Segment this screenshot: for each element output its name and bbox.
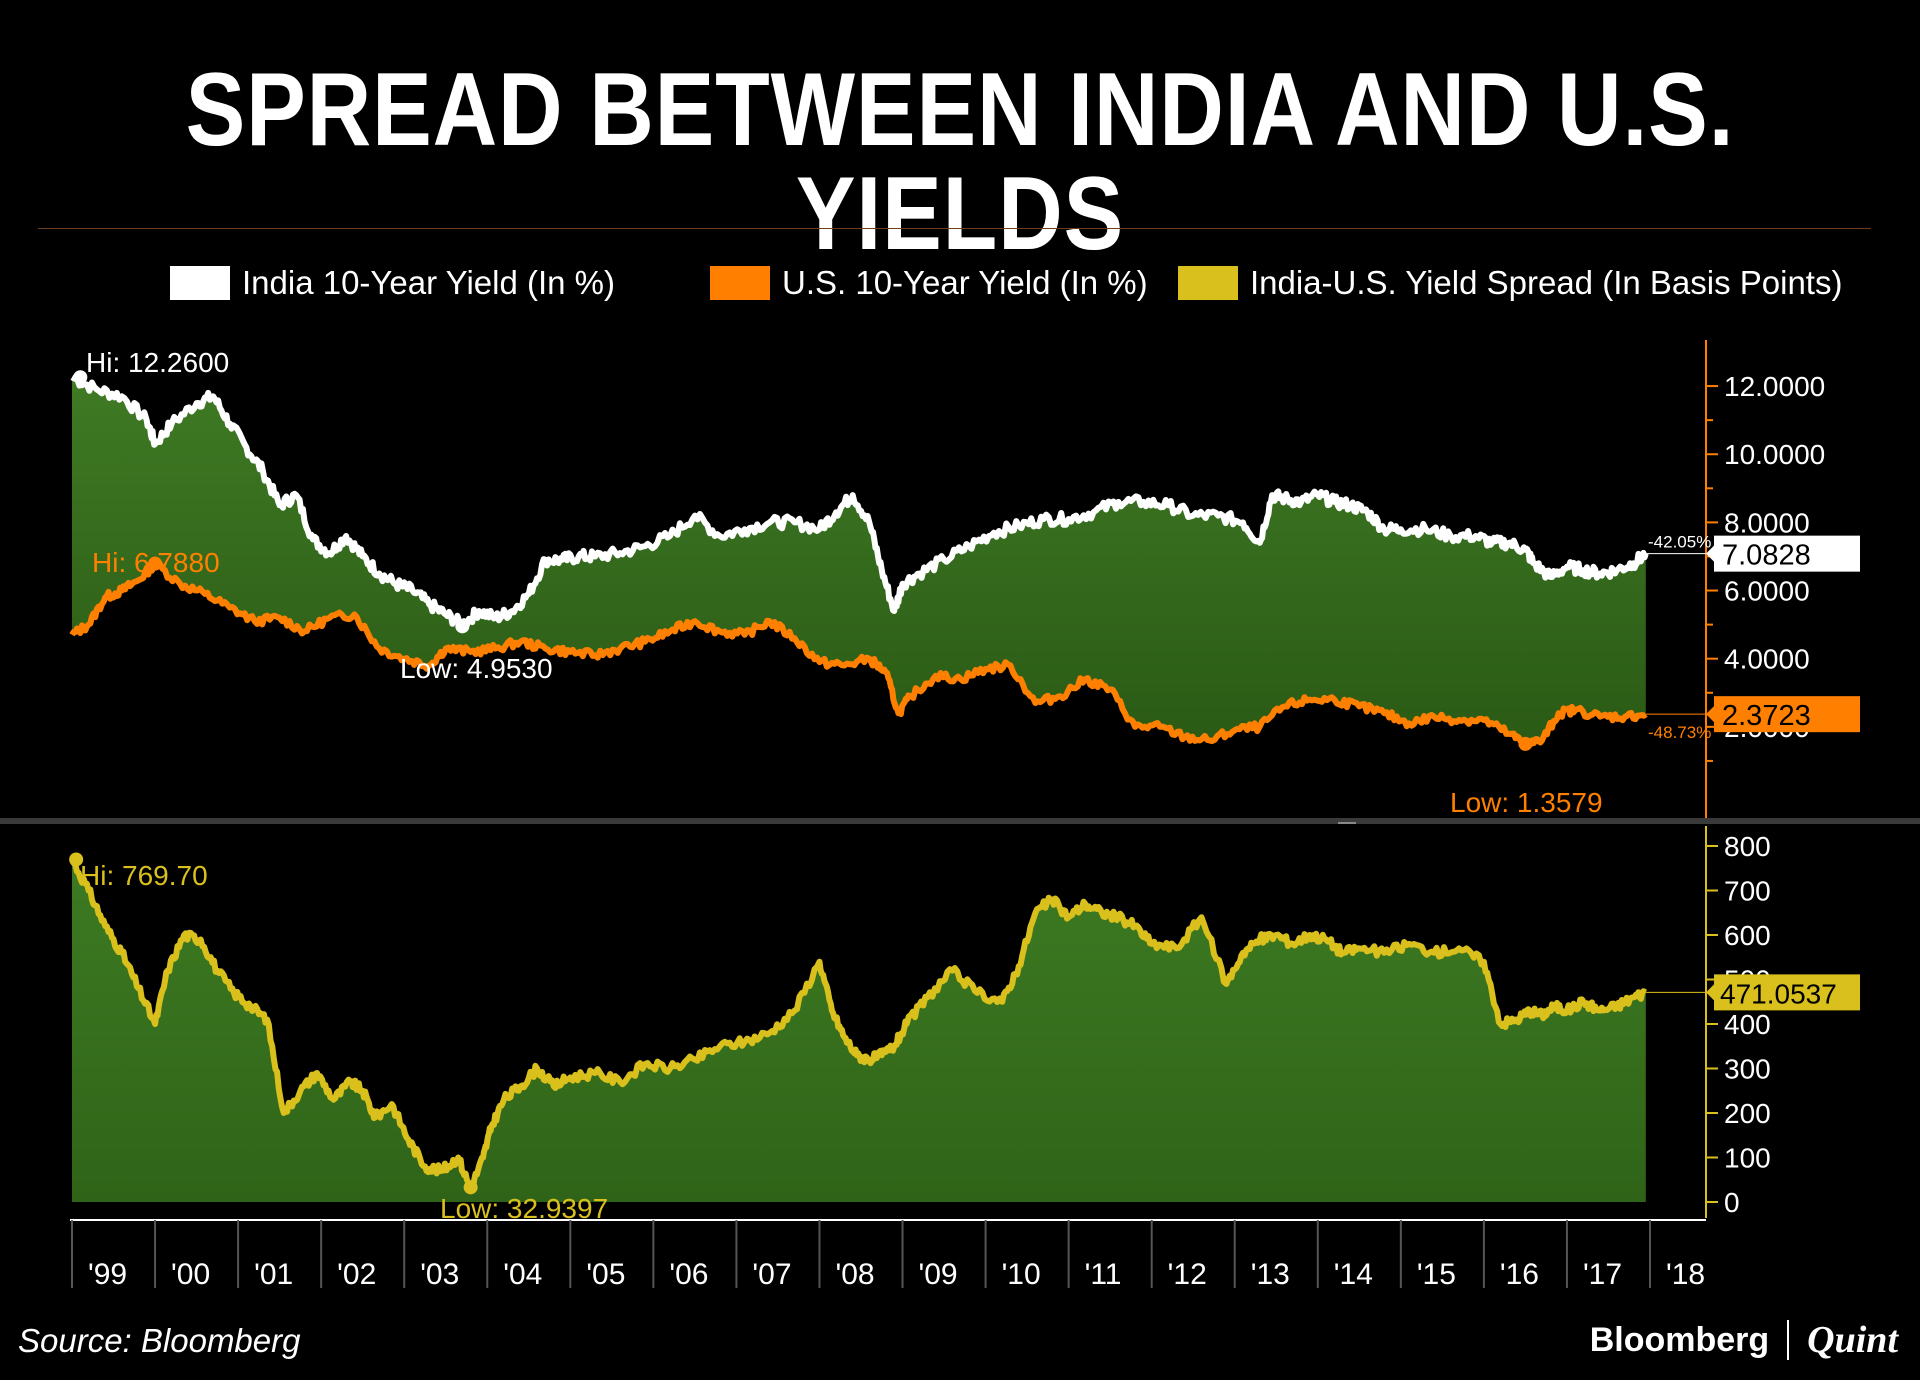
bottom-y-tick-label: 400: [1724, 1009, 1771, 1040]
us-hi-label: Hi: 6.7880: [92, 547, 220, 578]
x-tick-label: '99: [88, 1258, 127, 1291]
yield-chart: 12.000010.00008.00006.00004.00002.0000-4…: [0, 340, 1920, 1291]
x-tick-label: '06: [669, 1258, 708, 1291]
india-hi-marker: [73, 370, 88, 385]
legend-label-india: India 10-Year Yield (In %): [242, 264, 616, 301]
top-y-tick-label: 4.0000: [1724, 644, 1810, 675]
x-tick-label: '08: [835, 1258, 874, 1291]
x-tick-label: '12: [1168, 1258, 1207, 1291]
legend-swatch-spread: [1178, 266, 1238, 300]
india-hi-label: Hi: 12.2600: [86, 347, 229, 378]
india-badge-pointer: [1706, 543, 1716, 564]
x-tick-label: '14: [1334, 1258, 1373, 1291]
legend-swatch-us: [710, 266, 770, 300]
x-tick-label: '09: [919, 1258, 958, 1291]
spread-area: [72, 859, 1646, 1202]
bottom-y-tick-label: 800: [1724, 831, 1771, 862]
spread-low-label: Low: 32.9397: [440, 1193, 608, 1224]
us-low-marker: [1518, 736, 1533, 751]
x-tick-label: '01: [254, 1258, 293, 1291]
india-last-badge: [1714, 535, 1860, 572]
x-tick-label: '13: [1251, 1258, 1290, 1291]
india-low-marker: [455, 619, 470, 634]
x-tick-label: '17: [1583, 1258, 1622, 1291]
india-last-value: 7.0828: [1722, 540, 1811, 572]
panel-divider: [0, 818, 1920, 824]
us-change-label: -48.73%: [1648, 723, 1711, 742]
us-hi-marker: [148, 556, 163, 571]
top-y-tick-label: 12.0000: [1724, 371, 1825, 402]
spread-last-value: 471.0537: [1720, 978, 1837, 1009]
us-last-badge: [1714, 696, 1860, 733]
us-low-label: Low: 1.3579: [1450, 787, 1603, 818]
x-tick-label: '05: [586, 1258, 625, 1291]
us-badge-pointer: [1706, 704, 1716, 725]
legend-item-us: U.S. 10-Year Yield (In %): [710, 263, 1148, 303]
x-tick-label: '02: [337, 1258, 376, 1291]
x-tick-label: '07: [752, 1258, 791, 1291]
chart-title: SPREAD BETWEEN INDIA AND U.S. YIELDS: [185, 52, 1735, 272]
bottom-y-tick-label: 200: [1724, 1098, 1771, 1129]
spread-badge-pointer: [1706, 982, 1716, 1003]
legend-item-spread: India-U.S. Yield Spread (In Basis Points…: [1178, 263, 1842, 303]
legend-swatch-india: [170, 266, 230, 300]
x-tick-label: '16: [1500, 1258, 1539, 1291]
india-us-spread-area: [72, 377, 1646, 747]
x-tick-label: '11: [1085, 1258, 1122, 1291]
source-note: Source: Bloomberg: [18, 1322, 301, 1359]
india-change-label: -42.05%: [1648, 533, 1711, 552]
brand-partner: Quint: [1807, 1319, 1898, 1361]
us-last-value: 2.3723: [1722, 700, 1811, 732]
brand-name: Bloomberg: [1589, 1320, 1770, 1359]
brand-separator: [1787, 1320, 1790, 1360]
india-low-label: Low: 4.9530: [400, 653, 553, 684]
top-y-tick-label: 10.0000: [1724, 439, 1825, 470]
title-divider: [38, 228, 1871, 229]
x-tick-label: '18: [1666, 1258, 1705, 1291]
bottom-y-tick-label: 700: [1724, 876, 1771, 907]
spread-last-badge: [1714, 974, 1860, 1011]
top-y-tick-label: 6.0000: [1724, 576, 1810, 607]
legend-item-india: India 10-Year Yield (In %): [170, 263, 615, 303]
spread-hi-label: Hi: 769.70: [80, 860, 208, 891]
legend-label-us: U.S. 10-Year Yield (In %): [782, 264, 1148, 301]
x-tick-label: '10: [1002, 1258, 1041, 1291]
x-tick-label: '00: [171, 1258, 210, 1291]
india-yield-line: [70, 374, 1649, 631]
x-tick-label: '15: [1417, 1258, 1456, 1291]
x-tick-label: '04: [503, 1258, 542, 1291]
legend-label-spread: India-U.S. Yield Spread (In Basis Points…: [1250, 264, 1843, 301]
spread-line: [69, 858, 1648, 1192]
spread-hi-marker: [69, 852, 84, 867]
bottom-y-tick-label: 0: [1724, 1187, 1740, 1218]
bottom-y-tick-label: 100: [1724, 1143, 1771, 1174]
top-y-tick-label: 8.0000: [1724, 507, 1810, 538]
us-yield-line: [69, 560, 1648, 750]
brand-logo: Bloomberg Quint: [1590, 1318, 1898, 1362]
spread-low-marker: [463, 1180, 478, 1195]
bottom-y-tick-label: 300: [1724, 1054, 1771, 1085]
bottom-y-tick-label: 600: [1724, 920, 1771, 951]
x-tick-label: '03: [420, 1258, 459, 1291]
